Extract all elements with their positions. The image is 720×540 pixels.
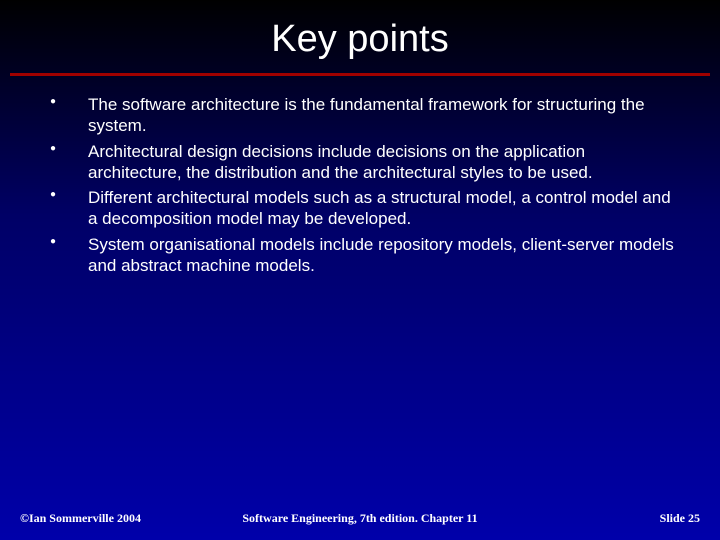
bullet-item: The software architecture is the fundame… — [40, 94, 680, 137]
footer-right: Slide 25 — [660, 511, 700, 526]
content-area: The software architecture is the fundame… — [0, 76, 720, 276]
slide-title: Key points — [0, 0, 720, 73]
bullet-item: System organisational models include rep… — [40, 234, 680, 277]
bullet-item: Architectural design decisions include d… — [40, 141, 680, 184]
bullet-list: The software architecture is the fundame… — [40, 94, 680, 276]
footer-center: Software Engineering, 7th edition. Chapt… — [0, 511, 720, 526]
slide: Key points The software architecture is … — [0, 0, 720, 540]
bullet-item: Different architectural models such as a… — [40, 187, 680, 230]
